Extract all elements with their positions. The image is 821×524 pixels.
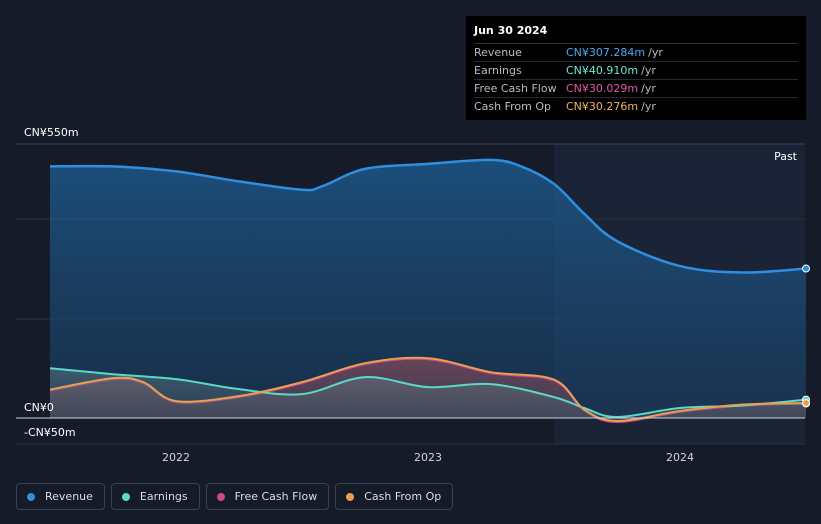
y-axis-label-top: CN¥550m — [24, 126, 79, 139]
revenue-end-point — [802, 264, 810, 273]
legend-item-revenue[interactable]: Revenue — [16, 483, 105, 510]
tooltip-row-earnings: Earnings CN¥40.910m /yr — [474, 62, 798, 80]
earnings-area — [50, 368, 806, 418]
cash-from-op-line — [49, 356, 807, 423]
tooltip-unit: /yr — [641, 100, 656, 113]
legend-dot-icon — [216, 492, 225, 501]
tooltip-unit: /yr — [641, 82, 656, 95]
tooltip-value: CN¥30.029m — [566, 82, 639, 95]
tooltip-row-fcf: Free Cash Flow CN¥30.029m /yr — [474, 80, 798, 98]
cash-from-op-end-point — [802, 399, 810, 408]
tooltip-value: CN¥40.910m — [566, 64, 639, 77]
y-axis-label-bottom: -CN¥50m — [24, 426, 76, 439]
tooltip-label: Revenue — [474, 46, 522, 59]
tooltip-row-cfo: Cash From Op CN¥30.276m /yr — [474, 98, 798, 115]
earnings-line — [49, 367, 807, 418]
tooltip-unit: /yr — [641, 64, 656, 77]
revenue-line — [49, 158, 807, 274]
tooltip-value: CN¥307.284m — [566, 46, 646, 59]
x-tick-2023: 2023 — [414, 451, 442, 464]
past-label: Past — [774, 150, 797, 163]
tooltip-label: Free Cash Flow — [474, 82, 557, 95]
tooltip-panel: Jun 30 2024 Revenue CN¥307.284m /yr Earn… — [466, 16, 806, 120]
tooltip-value: CN¥30.276m — [566, 100, 639, 113]
legend-label: Revenue — [45, 490, 93, 503]
legend-label: Earnings — [139, 490, 188, 503]
legend-label: Free Cash Flow — [234, 490, 318, 503]
legend-item-cash-from-op[interactable]: Cash From Op — [335, 483, 454, 510]
y-axis-label-zero: CN¥0 — [24, 401, 54, 414]
legend-item-free-cash-flow[interactable]: Free Cash Flow — [205, 483, 330, 510]
x-tick-2022: 2022 — [162, 451, 190, 464]
tooltip-unit: /yr — [648, 46, 663, 59]
tooltip-row-revenue: Revenue CN¥307.284m /yr — [474, 44, 798, 62]
legend-item-earnings[interactable]: Earnings — [110, 483, 200, 510]
revenue-area — [50, 159, 806, 418]
legend-label: Cash From Op — [364, 490, 442, 503]
tooltip-label: Earnings — [474, 64, 522, 77]
legend: Revenue Earnings Free Cash Flow Cash Fro… — [16, 483, 454, 510]
tooltip-label: Cash From Op — [474, 100, 552, 113]
legend-dot-icon — [346, 492, 355, 501]
tooltip-date: Jun 30 2024 — [474, 23, 798, 44]
x-tick-2024: 2024 — [666, 451, 694, 464]
legend-dot-icon — [27, 492, 35, 501]
legend-dot-icon — [121, 492, 130, 501]
